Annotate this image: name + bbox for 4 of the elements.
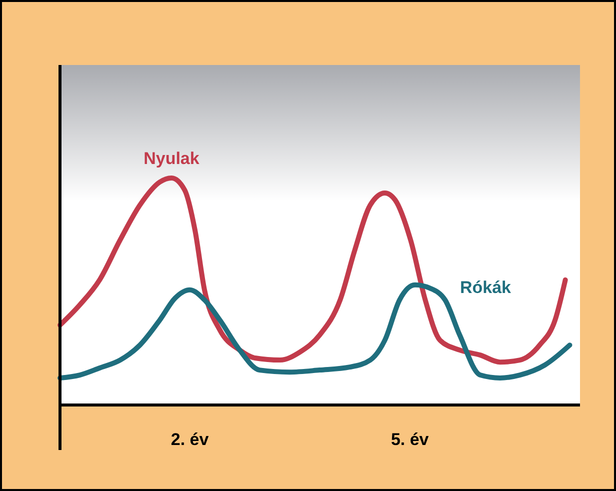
series-label: Nyulak [144,149,200,168]
x-tick-label: 2. év [170,430,210,449]
x-tick-label: 5. év [390,430,430,449]
series-label: Rókák [460,278,512,297]
